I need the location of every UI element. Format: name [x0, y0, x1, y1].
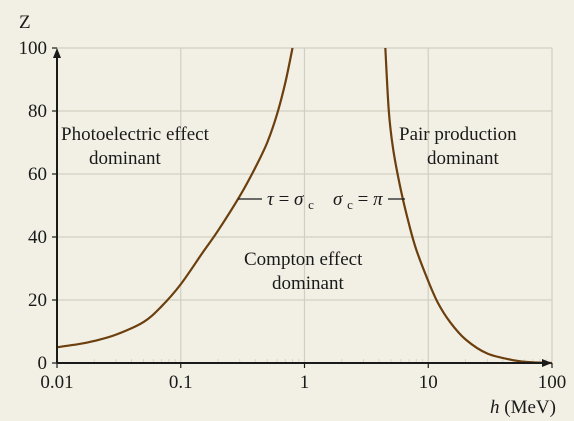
pi-sigma-subscript: c	[347, 197, 353, 212]
pi-symbol: π	[373, 189, 383, 210]
pi-equals: =	[358, 189, 373, 210]
y-tick-label: 100	[19, 38, 48, 59]
tau-sigma-symbol: σ	[294, 189, 304, 210]
photoelectric-label-line1: Photoelectric effect	[61, 124, 210, 145]
x-tick-label: 10	[419, 372, 438, 393]
pi-curve-label: σ c = π	[333, 189, 383, 214]
tau-symbol: τ	[267, 189, 275, 210]
curves	[56, 47, 553, 365]
tau-sigma-curve	[56, 47, 294, 349]
y-tick-label: 60	[28, 164, 47, 185]
tau-curve-label: τ = σ c	[267, 189, 314, 212]
y-tick-label: 80	[28, 101, 47, 122]
compton-label-line1: Compton effect	[244, 249, 363, 270]
x-tick-label: 0.1	[169, 372, 193, 393]
tau-equals: =	[279, 189, 294, 210]
y-axis-label: Z	[19, 12, 31, 33]
pair-label-line2: dominant	[427, 148, 499, 169]
y-axis-arrow	[53, 48, 61, 58]
axes	[53, 48, 552, 367]
photoelectric-label-line2: dominant	[89, 148, 161, 169]
x-axis-unit: (MeV)	[504, 397, 556, 418]
x-axis-arrow	[542, 359, 552, 367]
compton-label-line2: dominant	[272, 273, 344, 294]
x-axis-symbol: h	[490, 397, 500, 418]
x-axis-label: h (MeV)	[490, 397, 556, 418]
pi-sigma-symbol: σ	[333, 189, 343, 210]
x-tick-label: 1	[300, 372, 310, 393]
x-tick-label: 0.01	[40, 372, 73, 393]
y-tick-label: 20	[28, 290, 47, 311]
x-tick-label: 100	[538, 372, 567, 393]
y-tick-label: 40	[28, 227, 47, 248]
pair-label-line1: Pair production	[399, 124, 517, 145]
y-tick-label: 0	[38, 353, 48, 374]
sigma-pi-curve	[384, 47, 553, 365]
tau-sigma-subscript: c	[308, 197, 314, 212]
ticks: 0 20 40 60 80 100 0.01 0.1 1 10 100	[19, 38, 567, 393]
